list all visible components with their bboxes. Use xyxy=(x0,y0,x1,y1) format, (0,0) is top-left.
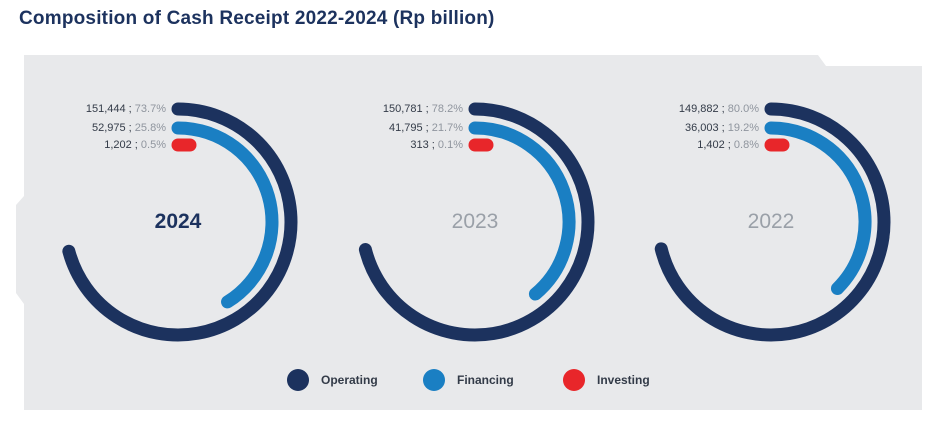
percent-operating-2022: 80.0% xyxy=(727,103,759,115)
chart-title: Composition of Cash Receipt 2022-2024 (R… xyxy=(19,8,495,29)
arc-financing-2022 xyxy=(764,121,872,295)
label-investing-2023: 313 ; 0.1% xyxy=(410,139,463,151)
separator: ; xyxy=(718,122,728,134)
donut-svg-2023 xyxy=(358,102,595,342)
arc-operating-2023 xyxy=(358,102,595,342)
legend-swatch-operating xyxy=(287,369,309,391)
legend-swatch-financing xyxy=(423,369,445,391)
percent-financing-2022: 19.2% xyxy=(727,122,759,134)
separator: ; xyxy=(724,139,734,151)
value-investing-2024: 1,202 xyxy=(104,139,132,151)
arc-operating-2022 xyxy=(654,102,891,342)
value-operating-2022: 149,882 xyxy=(678,103,719,115)
label-financing-2023: 41,795 ; 21.7% xyxy=(389,122,463,134)
legend-label-operating: Operating xyxy=(321,373,378,387)
arc-financing-2024 xyxy=(171,121,279,309)
percent-operating-2023: 78.2% xyxy=(431,103,463,115)
donut-2022: 149,882 ; 80.0% 36,003 ; 19.2% 1,402 ; 0.8… xyxy=(621,90,921,355)
percent-financing-2024: 25.8% xyxy=(134,122,166,134)
value-operating-2024: 151,444 xyxy=(85,103,126,115)
value-financing-2022: 36,003 xyxy=(684,122,719,134)
donut-2023: 150,781 ; 78.2% 41,795 ; 21.7% 313 ; 0.1% 2… xyxy=(325,90,625,355)
separator: ; xyxy=(718,103,728,115)
legend-item-investing: Investing xyxy=(563,369,650,391)
legend-label-investing: Investing xyxy=(597,373,650,387)
label-financing-2022: 36,003 ; 19.2% xyxy=(685,122,759,134)
arc-operating-2024 xyxy=(62,102,298,342)
legend-item-operating: Operating xyxy=(287,369,378,391)
separator: ; xyxy=(131,139,141,151)
label-investing-2024: 1,202 ; 0.5% xyxy=(104,139,166,151)
arc-financing-2023 xyxy=(468,121,576,301)
value-financing-2024: 52,975 xyxy=(91,122,126,134)
legend-label-financing: Financing xyxy=(457,373,514,387)
value-financing-2023: 41,795 xyxy=(388,122,423,134)
year-label-2022: 2022 xyxy=(747,210,795,233)
legend-swatch-investing xyxy=(563,369,585,391)
separator: ; xyxy=(422,122,432,134)
label-operating-2023: 150,781 ; 78.2% xyxy=(383,103,463,115)
label-financing-2024: 52,975 ; 25.8% xyxy=(92,122,166,134)
percent-investing-2022: 0.8% xyxy=(733,139,759,151)
value-investing-2022: 1,402 xyxy=(697,139,725,151)
label-operating-2022: 149,882 ; 80.0% xyxy=(679,103,759,115)
percent-investing-2024: 0.5% xyxy=(140,139,166,151)
separator: ; xyxy=(428,139,438,151)
separator: ; xyxy=(422,103,432,115)
legend: Operating Financing Investing xyxy=(0,369,936,393)
percent-financing-2023: 21.7% xyxy=(431,122,463,134)
donut-svg-2024 xyxy=(62,102,298,342)
separator: ; xyxy=(125,122,135,134)
year-label-2024: 2024 xyxy=(154,210,202,233)
value-investing-2023: 313 xyxy=(410,139,429,151)
donut-2024: 151,444 ; 73.7% 52,975 ; 25.8% 1,202 ; 0.5… xyxy=(28,90,328,355)
label-investing-2022: 1,402 ; 0.8% xyxy=(697,139,759,151)
label-operating-2024: 151,444 ; 73.7% xyxy=(86,103,166,115)
year-label-2023: 2023 xyxy=(451,210,499,233)
donut-svg-2022 xyxy=(654,102,891,342)
percent-operating-2024: 73.7% xyxy=(134,103,166,115)
percent-investing-2023: 0.1% xyxy=(437,139,463,151)
legend-item-financing: Financing xyxy=(423,369,514,391)
value-operating-2023: 150,781 xyxy=(382,103,423,115)
separator: ; xyxy=(125,103,135,115)
